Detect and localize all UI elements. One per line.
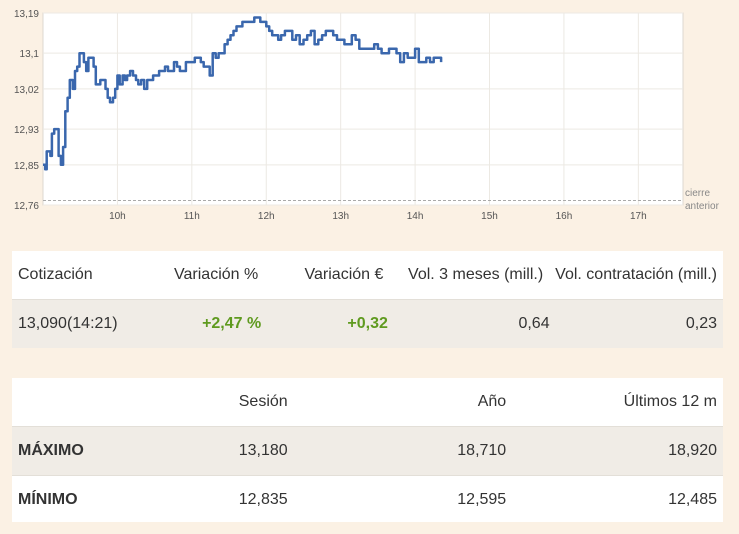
grid-lines	[43, 12, 683, 206]
change-pct-value: +2,47 %	[202, 315, 262, 332]
range-header-row: Sesión Año Últimos 12 m	[12, 378, 723, 427]
price-time: (14:21)	[66, 315, 118, 332]
y-axis: 13,19 13,1 13,02 12,93 12,85 12,76	[14, 9, 39, 212]
x-tick-label: 13h	[332, 211, 349, 222]
y-tick-label: 13,02	[14, 85, 39, 96]
header-ultimos-12m: Últimos 12 m	[623, 393, 717, 410]
minimo-last12: 12,485	[668, 491, 717, 508]
x-tick-label: 10h	[109, 211, 126, 222]
minimo-session: 12,835	[238, 491, 288, 508]
minimo-label: MÍNIMO	[18, 491, 78, 508]
price-series-line	[43, 16, 443, 171]
y-tick-label: 12,85	[14, 161, 39, 172]
price-value: 13,090	[18, 315, 67, 332]
change-eur-value: +0,32	[347, 315, 388, 332]
previous-close-label-line2: anterior	[685, 201, 720, 212]
y-tick-label: 13,19	[14, 9, 39, 20]
header-vol-contratacion: Vol. contratación (mill.)	[555, 266, 718, 283]
header-sesion: Sesión	[238, 393, 288, 410]
vol-3m-value: 0,64	[518, 315, 550, 332]
y-tick-label: 12,76	[14, 201, 39, 212]
quote-table: Cotización Variación % Variación € Vol. …	[12, 251, 723, 348]
quote-values-row: 13,090(14:21) +2,47 % +0,32 0,64 0,23	[12, 300, 723, 348]
header-ano: Año	[477, 393, 507, 410]
price-cell: 13,090(14:21)	[12, 315, 147, 333]
x-tick-label: 11h	[184, 211, 200, 222]
y-tick-label: 13,1	[20, 49, 40, 60]
maximo-session: 13,180	[238, 442, 288, 459]
vol-trade-value: 0,23	[685, 315, 717, 332]
y-tick-label: 12,93	[14, 125, 39, 136]
x-tick-label: 15h	[481, 211, 498, 222]
range-table: Sesión Año Últimos 12 m MÁXIMO 13,180 18…	[12, 378, 723, 522]
previous-close-label-line1: cierre	[685, 188, 710, 199]
plot-area	[42, 12, 684, 206]
x-axis: 10h 11h 12h 13h 14h 15h 16h 17h	[109, 211, 647, 222]
maximo-row: MÁXIMO 13,180 18,710 18,920	[12, 427, 723, 476]
x-tick-label: 14h	[407, 211, 424, 222]
header-variacion-eur: Variación €	[304, 266, 384, 283]
x-tick-label: 12h	[258, 211, 275, 222]
header-cotizacion: Cotización	[18, 266, 93, 283]
maximo-year: 18,710	[457, 442, 507, 459]
header-vol-3-meses: Vol. 3 meses (mill.)	[408, 266, 544, 283]
quote-header-row: Cotización Variación % Variación € Vol. …	[12, 251, 723, 300]
x-tick-label: 16h	[556, 211, 573, 222]
maximo-last12: 18,920	[668, 442, 717, 459]
minimo-row: MÍNIMO 12,835 12,595 12,485	[12, 476, 723, 524]
header-variacion-pct: Variación %	[174, 266, 259, 283]
x-tick-label: 17h	[630, 211, 647, 222]
minimo-year: 12,595	[457, 491, 507, 508]
maximo-label: MÁXIMO	[18, 442, 84, 459]
